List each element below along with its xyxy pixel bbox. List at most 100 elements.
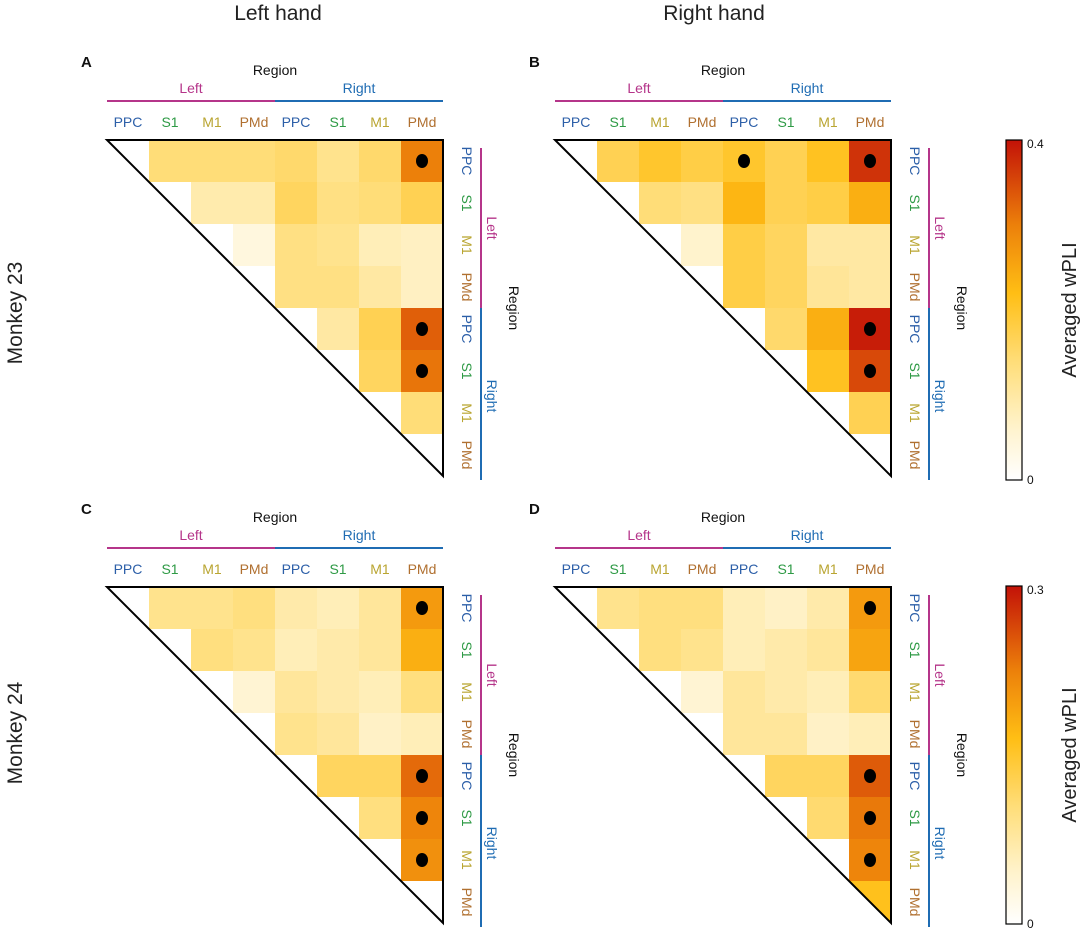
heatmap-cell: [849, 629, 892, 672]
heatmap-cell: [317, 629, 360, 672]
heatmap-cell: [639, 629, 682, 672]
heatmap-cell: [233, 671, 276, 714]
significance-dot: [864, 811, 876, 825]
heatmap-cell: [849, 182, 892, 225]
row-tick-label: M1: [907, 403, 923, 423]
top-region-title: Region: [253, 62, 297, 78]
right-hemi-label-right: Right: [484, 827, 500, 860]
col-tick-label: M1: [370, 561, 390, 577]
row-tick-label: PPC: [459, 147, 475, 176]
heatmap-cell: [149, 587, 192, 630]
col-tick-label: PMd: [408, 561, 437, 577]
col-tick-label: S1: [777, 114, 794, 130]
row-tick-label: S1: [459, 809, 475, 826]
top-hemi-label-left: Left: [179, 80, 202, 96]
heatmap-cell: [275, 629, 318, 672]
row-tick-label: PPC: [459, 762, 475, 791]
colorbar-rect: [1005, 139, 1023, 481]
triangle-outline: [104, 139, 444, 479]
col-tick-label: S1: [777, 561, 794, 577]
heatmap-cell: [401, 713, 444, 756]
row-tick-label: PPC: [459, 594, 475, 623]
heatmap-cell: [849, 392, 892, 435]
heatmap-cell: [317, 671, 360, 714]
right-region-title: Region: [506, 286, 522, 330]
row-tick-label: S1: [907, 362, 923, 379]
heatmap-cell: [765, 755, 808, 798]
col-tick-label: PPC: [730, 561, 759, 577]
heatmap-cell: [401, 392, 444, 435]
col-tick-label: PMd: [856, 561, 885, 577]
heatmap-cell: [359, 671, 402, 714]
row-tick-label: S1: [907, 809, 923, 826]
top-hemi-label-right: Right: [791, 527, 824, 543]
heatmap-cell: [765, 587, 808, 630]
col-tick-label: PPC: [282, 561, 311, 577]
top-region-title: Region: [701, 509, 745, 525]
heatmap-cell: [807, 140, 850, 183]
heatmap-cell: [681, 224, 724, 267]
significance-dot: [416, 364, 428, 378]
panel-a: A Region Left Right PPC S1 M1 PMd PPC S1 M1 PMd PPC S…: [81, 54, 522, 480]
row-title-monkey-23: Monkey 23: [4, 262, 27, 365]
col-tick-label: M1: [202, 114, 222, 130]
col-tick-label: PPC: [114, 114, 143, 130]
heatmap-cell: [765, 266, 808, 309]
col-tick-label: M1: [650, 561, 670, 577]
significance-dot: [738, 154, 750, 168]
row-tick-label: S1: [459, 362, 475, 379]
heatmap-cell: [317, 140, 360, 183]
row-tick-label: PMd: [459, 720, 475, 749]
heatmap-cell: [639, 182, 682, 225]
significance-dot: [864, 769, 876, 783]
heatmap-cell: [765, 629, 808, 672]
heatmap-cell: [359, 140, 402, 183]
row-tick-label: M1: [459, 235, 475, 255]
row-tick-label: M1: [459, 682, 475, 702]
heatmap-cell: [317, 266, 360, 309]
heatmap-cell: [807, 308, 850, 351]
heatmap-cell: [849, 224, 892, 267]
colorbar-2: 0.3 0 Averaged wPLI: [1005, 583, 1081, 930]
col-tick-label: PPC: [562, 561, 591, 577]
colorbar-tick-min: 0: [1027, 473, 1034, 487]
heatmap-cell: [275, 266, 318, 309]
top-hemi-label-left: Left: [179, 527, 202, 543]
colorbar-tick-max: 0.4: [1027, 137, 1044, 151]
heatmap-cell: [191, 140, 234, 183]
heatmap-cell: [359, 755, 402, 798]
heatmap-cell: [765, 713, 808, 756]
col-tick-label: PPC: [114, 561, 143, 577]
significance-dot: [416, 811, 428, 825]
row-tick-label: M1: [907, 682, 923, 702]
col-tick-label: S1: [609, 561, 626, 577]
row-tick-label: PMd: [907, 888, 923, 917]
top-hemi-label-left: Left: [627, 527, 650, 543]
heatmap-cell: [597, 140, 640, 183]
heatmap-cell: [191, 587, 234, 630]
significance-dot: [416, 769, 428, 783]
heatmap-cell: [233, 629, 276, 672]
panel-d: D Region Left Right PPC S1 M1 PMd PPC S1 M1 PMd PPC S…: [529, 501, 970, 927]
col-tick-label: M1: [370, 114, 390, 130]
heatmap-cell: [317, 224, 360, 267]
top-hemi-label-left: Left: [627, 80, 650, 96]
heatmap-cell: [807, 266, 850, 309]
top-hemi-label-right: Right: [343, 527, 376, 543]
row-tick-label: PPC: [907, 315, 923, 344]
panel-b: B Region Left Right PPC S1 M1 PMd PPC S1 M1 PMd PPC S…: [529, 54, 970, 480]
top-hemi-label-right: Right: [343, 80, 376, 96]
colorbar-label: Averaged wPLI: [1059, 687, 1081, 822]
heatmap-cell: [639, 140, 682, 183]
heatmap-cell: [849, 713, 892, 756]
col-title-left-hand: Left hand: [234, 2, 322, 25]
col-tick-label: S1: [161, 561, 178, 577]
heatmap-cell: [359, 629, 402, 672]
heatmap-cell: [401, 629, 444, 672]
heatmap-cell: [597, 587, 640, 630]
heatmap-cell: [681, 629, 724, 672]
top-hemi-label-right: Right: [791, 80, 824, 96]
heatmap-cell: [275, 671, 318, 714]
heatmap-cell: [401, 182, 444, 225]
heatmap-cell: [765, 182, 808, 225]
